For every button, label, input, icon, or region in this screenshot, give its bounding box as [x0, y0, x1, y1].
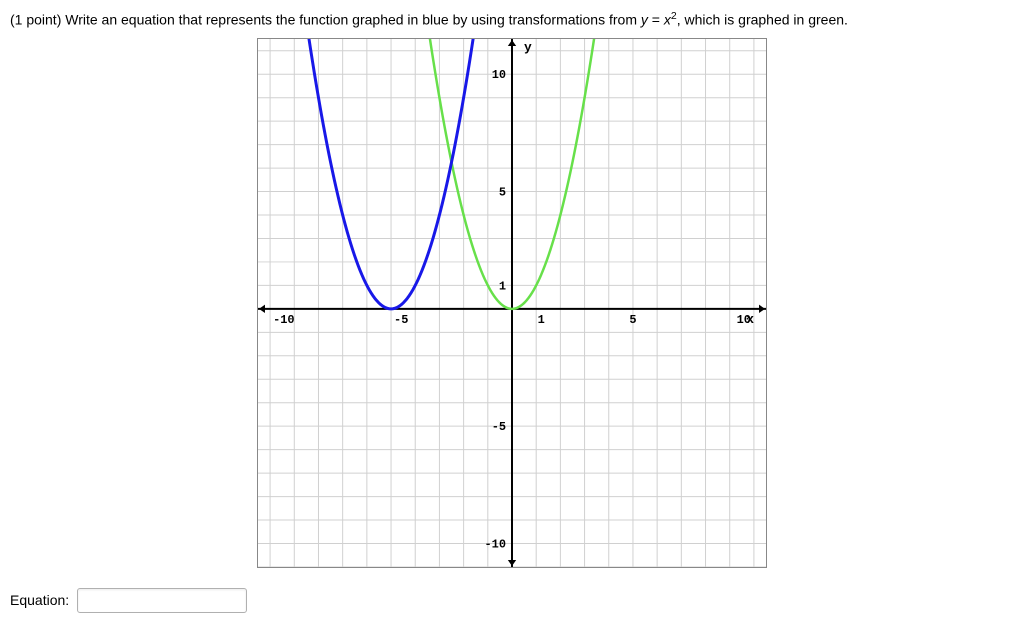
points-prefix: (1 point) [10, 12, 65, 28]
question-body-after: , which is graphed in green. [677, 12, 848, 28]
svg-text:-10: -10 [273, 312, 295, 326]
svg-text:5: 5 [499, 185, 506, 199]
svg-text:-5: -5 [394, 312, 408, 326]
base-eq-eq: = [648, 12, 664, 28]
graph-svg: -10-5510-10-551011yx [258, 39, 766, 567]
svg-text:1: 1 [538, 312, 545, 326]
graph-container: -10-5510-10-551011yx [257, 38, 767, 568]
answer-label: Equation: [10, 592, 69, 608]
svg-text:-10: -10 [485, 537, 507, 551]
svg-text:5: 5 [629, 312, 636, 326]
question-text: (1 point) Write an equation that represe… [10, 10, 1014, 28]
answer-row: Equation: [10, 588, 1014, 613]
svg-text:1: 1 [499, 279, 506, 293]
svg-text:10: 10 [492, 68, 506, 82]
svg-text:y: y [524, 40, 532, 55]
question-body-before: Write an equation that represents the fu… [65, 12, 641, 28]
equation-input[interactable] [77, 588, 247, 613]
base-eq-lhs: y [641, 12, 648, 28]
svg-text:-5: -5 [492, 420, 506, 434]
svg-text:x: x [746, 311, 754, 326]
base-eq-rhs-base: x [664, 12, 671, 28]
